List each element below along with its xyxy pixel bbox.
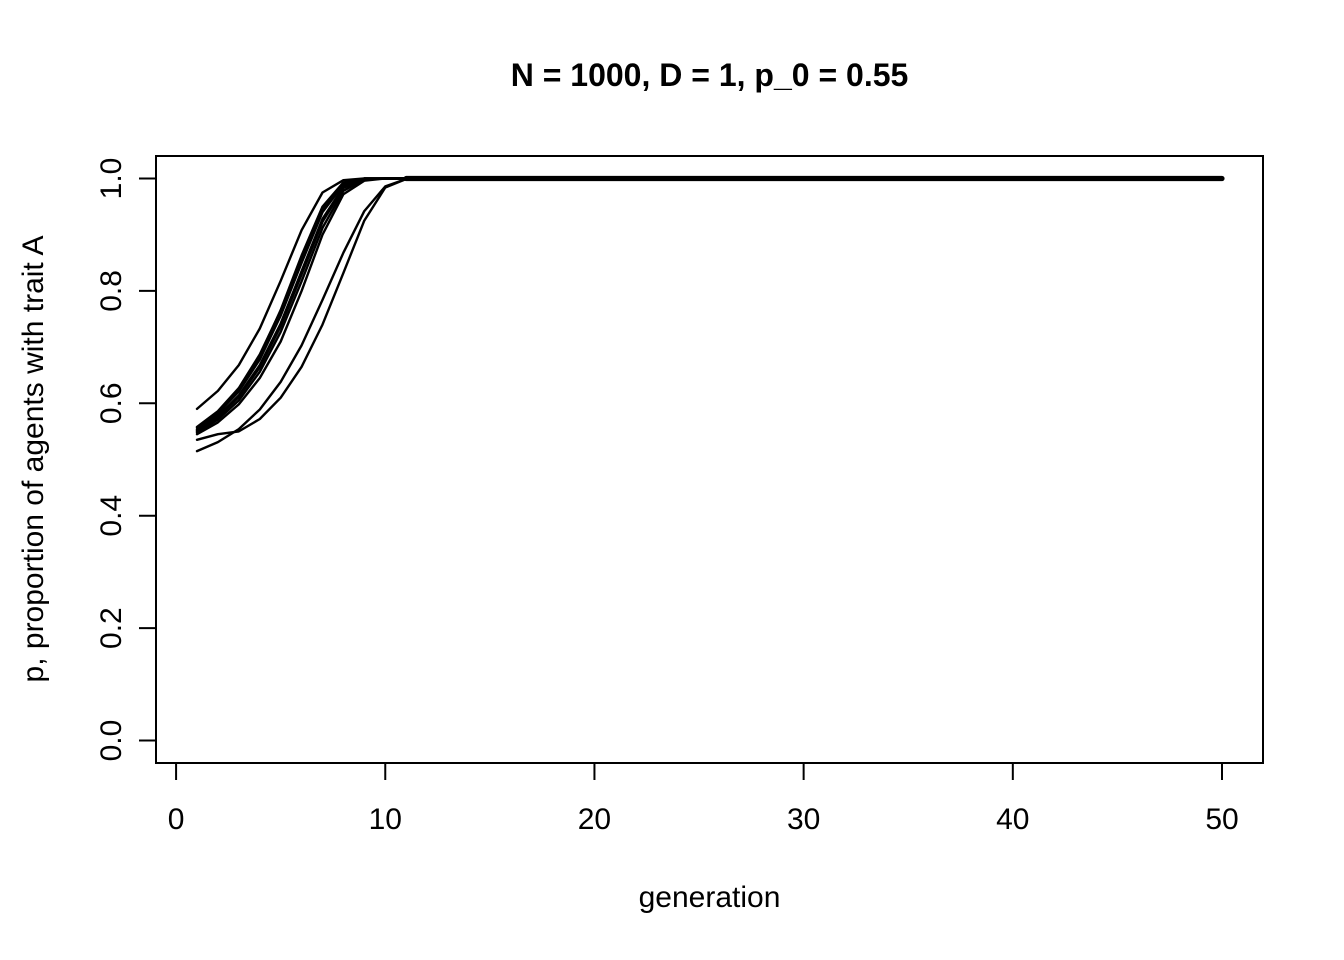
data-line-run-8 bbox=[195, 177, 1224, 441]
data-line-run-6 bbox=[195, 177, 1224, 411]
x-axis-label: generation bbox=[638, 881, 781, 914]
chart-title: N = 1000, D = 1, p_0 = 0.55 bbox=[510, 57, 909, 93]
data-line-run-10 bbox=[195, 177, 1224, 430]
y-axis-label: p, proportion of agents with trait A bbox=[17, 235, 50, 683]
x-tick-label: 30 bbox=[787, 803, 820, 836]
y-tick-label: 0.0 bbox=[95, 720, 128, 762]
x-tick-label: 0 bbox=[168, 803, 185, 836]
x-tick-label: 10 bbox=[369, 803, 402, 836]
y-tick-label: 0.4 bbox=[95, 495, 128, 537]
y-tick-label: 0.2 bbox=[95, 607, 128, 649]
y-tick-label: 0.6 bbox=[95, 382, 128, 424]
data-line-run-3 bbox=[195, 177, 1224, 429]
data-line-run-5 bbox=[195, 177, 1224, 434]
data-line-run-9 bbox=[195, 177, 1224, 432]
data-line-run-4 bbox=[195, 177, 1224, 431]
y-tick-label: 0.8 bbox=[95, 270, 128, 312]
x-tick-label: 50 bbox=[1205, 803, 1238, 836]
x-tick-label: 40 bbox=[996, 803, 1029, 836]
data-line-run-1 bbox=[195, 177, 1224, 433]
x-tick-label: 20 bbox=[578, 803, 611, 836]
y-tick-label: 1.0 bbox=[95, 158, 128, 200]
plot-box bbox=[155, 155, 1264, 764]
data-line-run-7 bbox=[195, 177, 1224, 453]
data-line-run-2 bbox=[195, 177, 1224, 436]
